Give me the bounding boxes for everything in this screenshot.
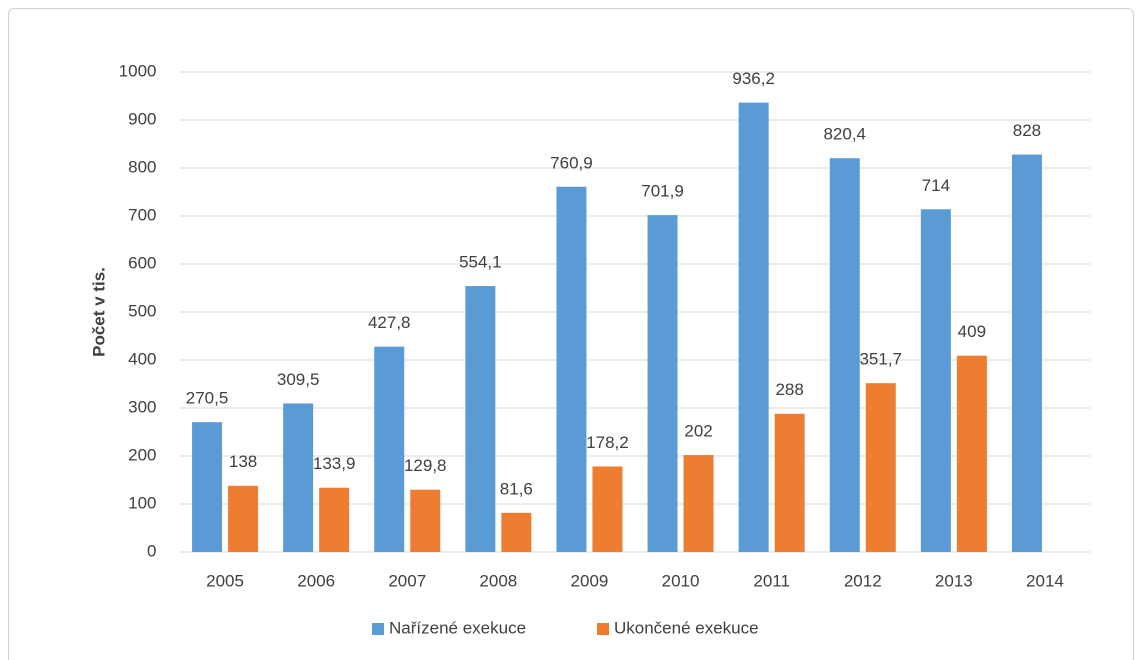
value-label: 351,7 bbox=[859, 350, 902, 369]
value-label: 138 bbox=[229, 452, 257, 471]
bar bbox=[738, 102, 769, 553]
bar bbox=[192, 422, 223, 552]
y-tick-label: 100 bbox=[128, 493, 156, 512]
bar bbox=[956, 355, 987, 552]
bar bbox=[228, 485, 259, 552]
y-tick-label: 900 bbox=[128, 109, 156, 128]
bar bbox=[501, 512, 532, 552]
bar bbox=[319, 487, 350, 552]
value-label: 178,2 bbox=[586, 433, 629, 452]
legend-swatch bbox=[372, 623, 384, 635]
value-label: 129,8 bbox=[404, 456, 447, 475]
y-tick-label: 500 bbox=[128, 301, 156, 320]
x-tick-label: 2010 bbox=[662, 571, 700, 590]
legend-label: Ukončené exekuce bbox=[614, 618, 759, 637]
value-label: 714 bbox=[922, 176, 950, 195]
value-label: 427,8 bbox=[368, 313, 411, 332]
bar bbox=[774, 413, 805, 552]
bar bbox=[556, 186, 587, 552]
y-tick-label: 800 bbox=[128, 157, 156, 176]
value-label: 309,5 bbox=[277, 370, 320, 389]
legend-swatch bbox=[597, 623, 609, 635]
value-label: 701,9 bbox=[641, 182, 684, 201]
bar bbox=[865, 383, 896, 552]
y-tick-label: 300 bbox=[128, 397, 156, 416]
y-tick-label: 700 bbox=[128, 205, 156, 224]
bar bbox=[683, 455, 714, 552]
bar bbox=[647, 215, 678, 552]
bar bbox=[1011, 154, 1042, 552]
bar bbox=[283, 403, 314, 552]
value-label: 936,2 bbox=[732, 69, 775, 88]
value-label: 760,9 bbox=[550, 153, 593, 172]
value-label: 81,6 bbox=[500, 479, 533, 498]
x-tick-label: 2009 bbox=[571, 571, 609, 590]
x-tick-label: 2008 bbox=[479, 571, 517, 590]
value-label: 409 bbox=[958, 322, 986, 341]
x-tick-label: 2012 bbox=[844, 571, 882, 590]
y-axis-label: Počet v tis. bbox=[89, 267, 108, 357]
x-tick-label: 2005 bbox=[206, 571, 244, 590]
x-tick-label: 2011 bbox=[753, 571, 790, 590]
value-label: 820,4 bbox=[823, 125, 866, 144]
x-tick-label: 2013 bbox=[935, 571, 973, 590]
y-tick-label: 1000 bbox=[119, 61, 157, 80]
bar bbox=[465, 286, 496, 552]
value-label: 202 bbox=[684, 422, 712, 441]
value-label: 270,5 bbox=[186, 389, 229, 408]
y-tick-label: 200 bbox=[128, 445, 156, 464]
bar bbox=[374, 346, 405, 552]
value-label: 828 bbox=[1013, 121, 1041, 140]
x-tick-label: 2007 bbox=[388, 571, 426, 590]
bar bbox=[829, 158, 860, 552]
legend-label: Nařízené exekuce bbox=[389, 618, 526, 637]
value-label: 133,9 bbox=[313, 454, 356, 473]
value-label: 288 bbox=[775, 380, 803, 399]
bar bbox=[410, 489, 441, 552]
bar bbox=[592, 466, 623, 552]
bar bbox=[920, 209, 951, 552]
y-tick-label: 600 bbox=[128, 253, 156, 272]
y-tick-label: 0 bbox=[147, 541, 156, 560]
x-tick-label: 2014 bbox=[1026, 571, 1064, 590]
y-tick-label: 400 bbox=[128, 349, 156, 368]
x-tick-label: 2006 bbox=[297, 571, 335, 590]
value-label: 554,1 bbox=[459, 253, 502, 272]
